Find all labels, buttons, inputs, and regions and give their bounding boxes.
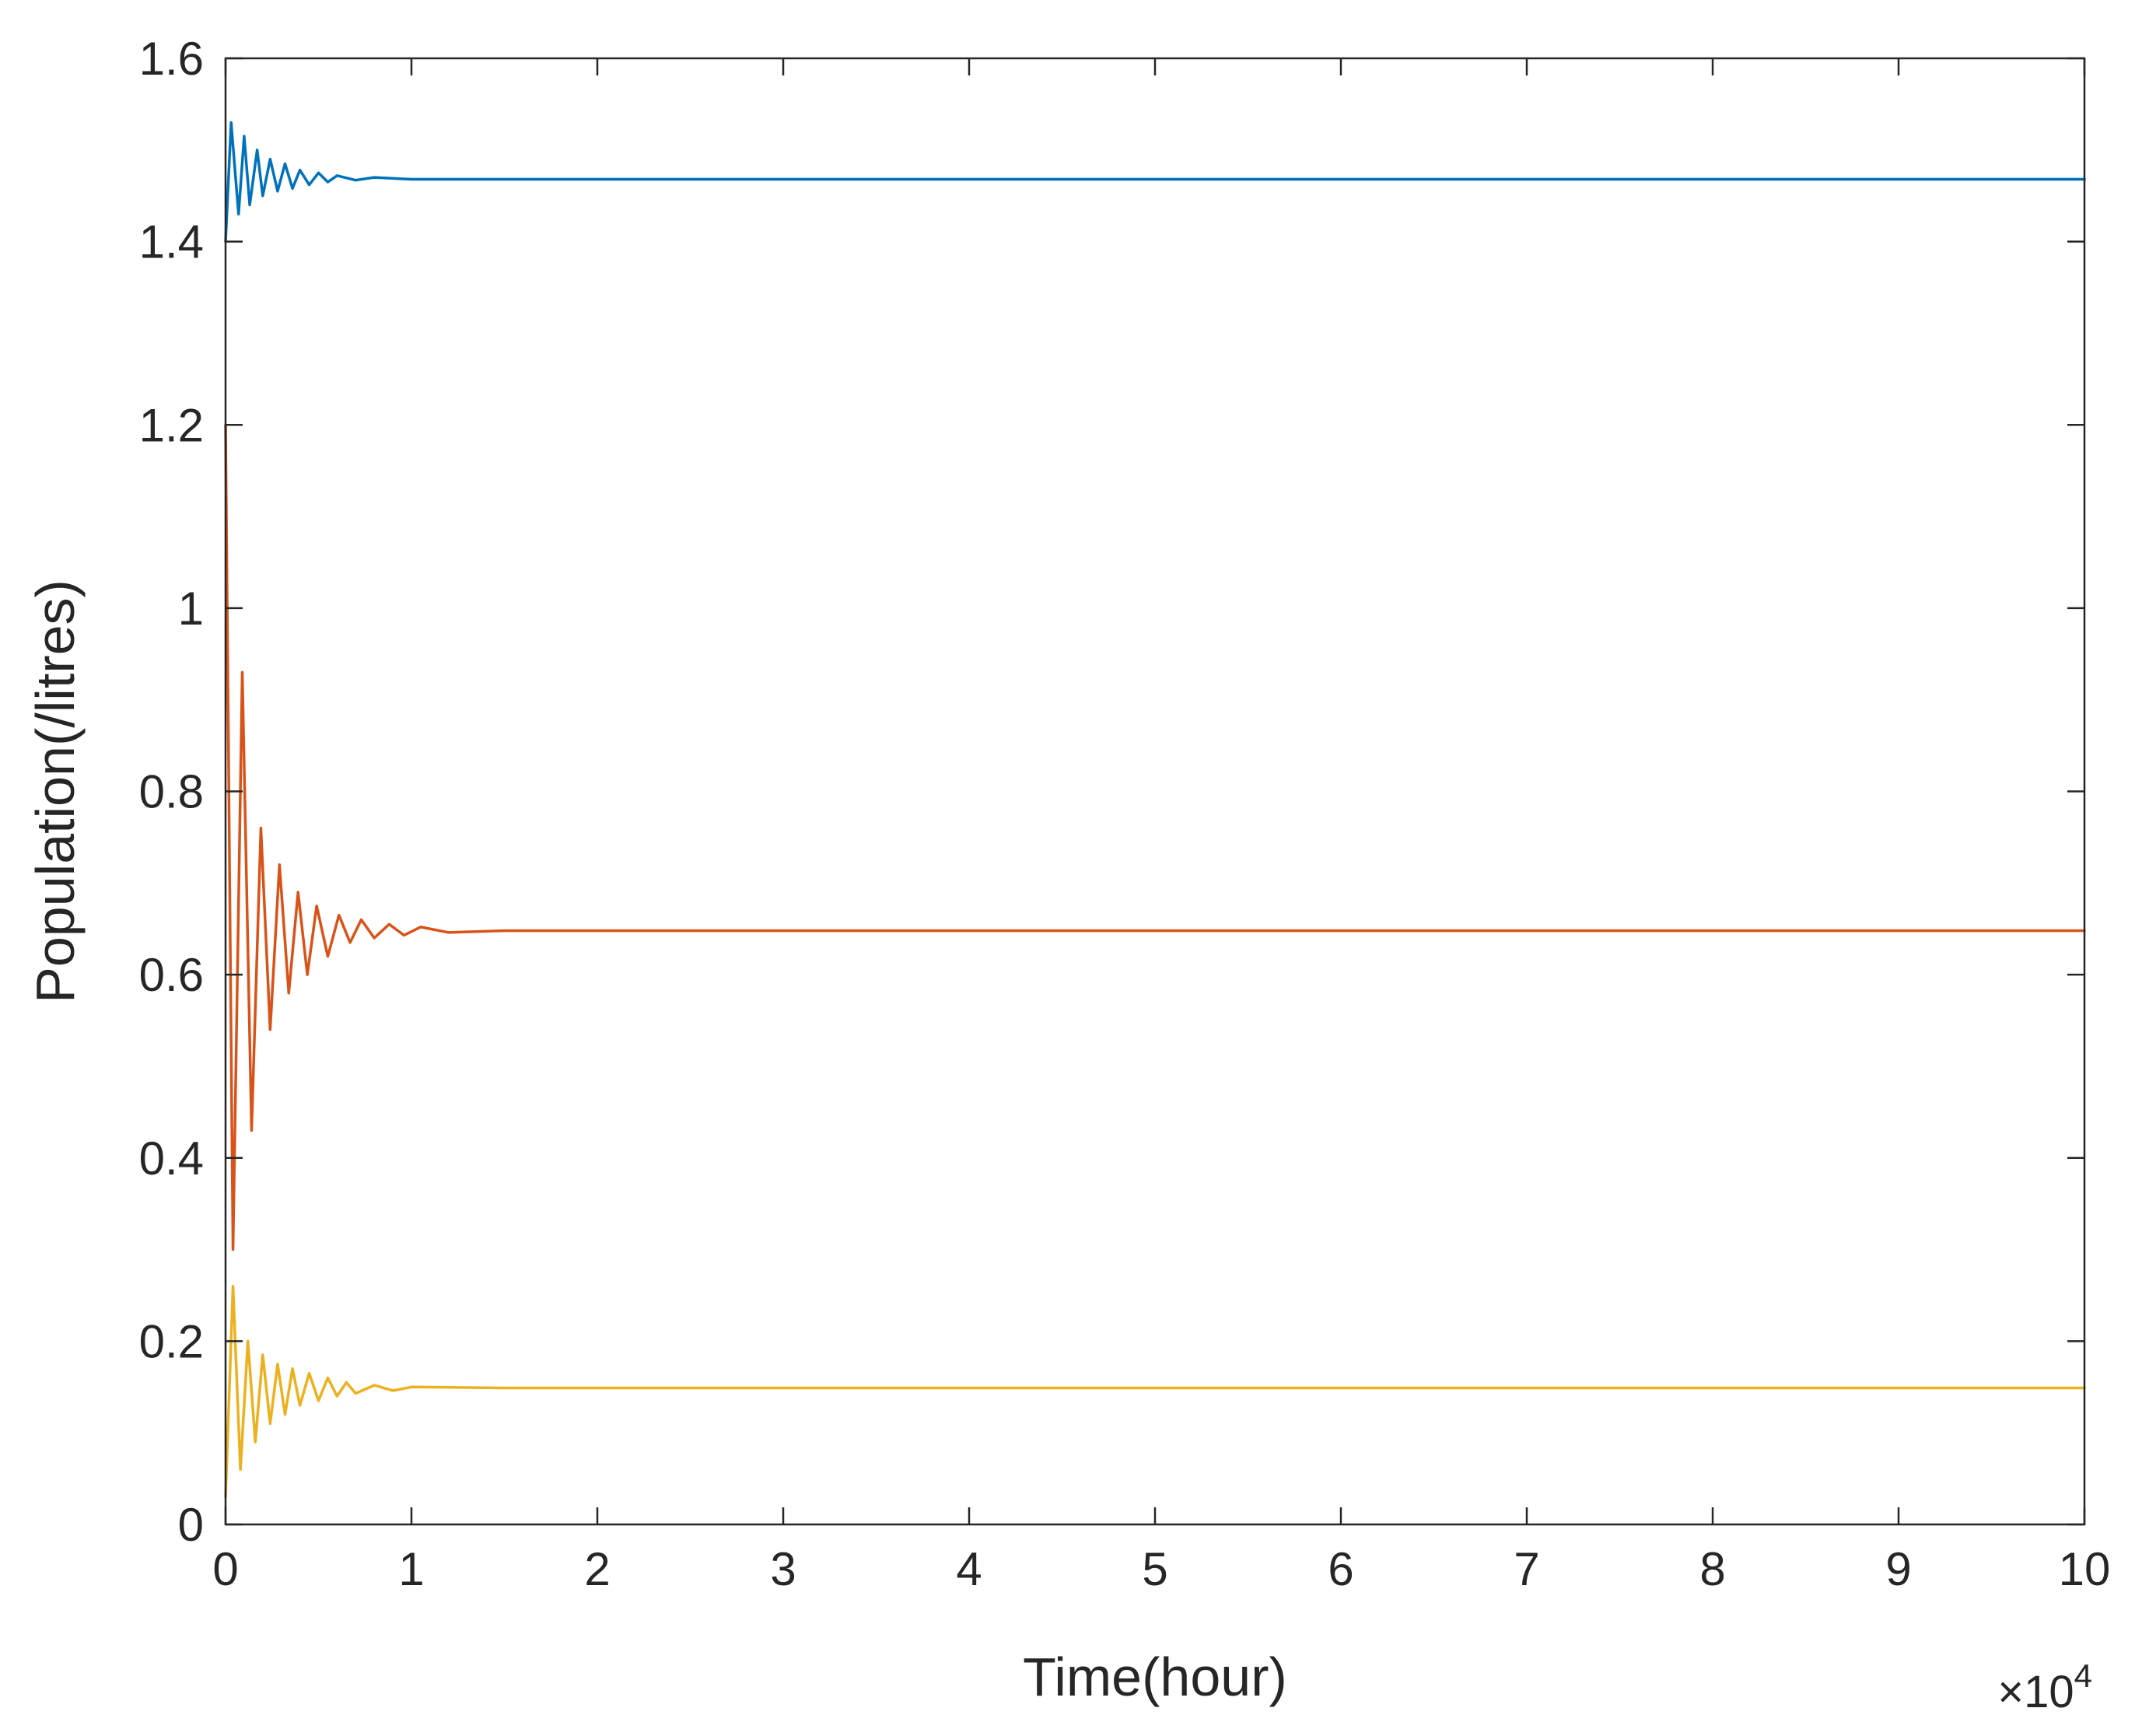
y-axis-title: Population(/litres): [25, 579, 86, 1003]
x-tick-label: 3: [770, 1543, 796, 1595]
x-tick-label: 9: [1885, 1543, 1911, 1595]
x-tick-label: 0: [212, 1543, 238, 1595]
series-group: [224, 121, 2086, 1499]
x-axis-multiplier-exponent: 4: [2074, 1657, 2092, 1694]
x-tick-label: 1: [398, 1543, 424, 1595]
x-tick-label: 4: [956, 1543, 982, 1595]
x-tick-label: 6: [1328, 1543, 1353, 1595]
x-axis-ticks: 0 1 2 3 4 5 6 7 8 9 10: [212, 58, 2110, 1595]
x-tick-label: 7: [1514, 1543, 1539, 1595]
y-tick-label: 0.4: [139, 1132, 204, 1185]
y-tick-label: 1.6: [139, 33, 204, 85]
x-axis-title: Time(hour): [1023, 1647, 1287, 1707]
y-tick-label: 0: [178, 1499, 204, 1551]
y-tick-label: 0.2: [139, 1315, 204, 1367]
y-tick-label: 0.8: [139, 766, 204, 818]
x-tick-label: 10: [2059, 1543, 2111, 1595]
series-line-2: [224, 423, 2086, 1251]
y-tick-label: 1: [178, 583, 204, 635]
series-line-1: [224, 121, 2086, 243]
series-line-3: [224, 1284, 2086, 1499]
y-tick-label: 1.4: [139, 216, 204, 268]
y-tick-label: 0.6: [139, 949, 204, 1001]
plot-background: [226, 58, 2084, 1524]
plot-area: [226, 58, 2084, 1524]
x-axis-multiplier-base: ×10: [1997, 1667, 2074, 1717]
x-tick-label: 2: [584, 1543, 610, 1595]
y-axis-ticks: 0 0.2 0.4 0.6 0.8 1 1.2 1.4 1.6: [139, 33, 2084, 1551]
x-tick-label: 8: [1699, 1543, 1725, 1595]
x-tick-label: 5: [1142, 1543, 1167, 1595]
y-tick-label: 1.2: [139, 399, 204, 451]
x-axis-multiplier: ×104: [1997, 1657, 2092, 1717]
